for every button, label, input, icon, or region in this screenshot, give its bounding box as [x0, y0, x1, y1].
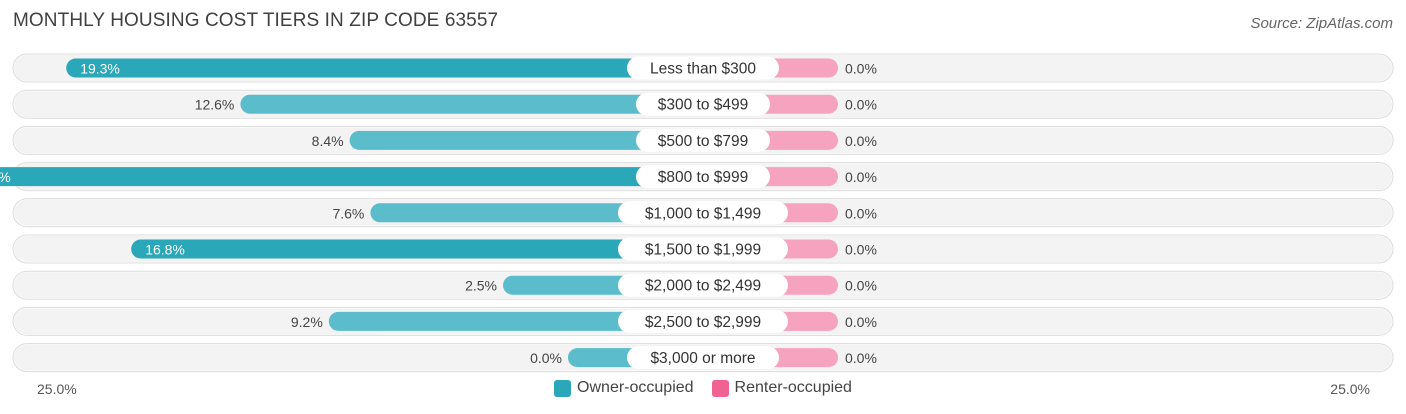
renter-value-label: 0.0%: [845, 97, 877, 113]
chart-row: 2.5% 0.0% $2,000 to $2,499: [12, 270, 1394, 300]
axis-right-label: 25.0%: [1330, 381, 1370, 397]
category-label: $300 to $499: [658, 97, 749, 114]
renter-value-label: 0.0%: [845, 169, 877, 185]
renter-value-label: 0.0%: [845, 133, 877, 149]
owner-value-label: 2.5%: [465, 278, 497, 294]
source-label: Source: ZipAtlas.com: [1250, 15, 1393, 32]
category-pill: [636, 165, 770, 189]
renter-value-label: 0.0%: [845, 350, 877, 366]
owner-bar: [240, 94, 703, 114]
chart-row: 16.8% 0.0% $1,500 to $1,999: [12, 234, 1394, 264]
category-label: $500 to $799: [658, 133, 749, 150]
category-pill: [618, 273, 788, 297]
category-label: $1,000 to $1,499: [645, 205, 761, 222]
category-pill: [618, 201, 788, 225]
owner-value-label: 12.6%: [195, 97, 235, 113]
owner-value-label: 19.3%: [80, 61, 120, 77]
category-pill: [636, 128, 770, 152]
owner-value-label: 23.5%: [0, 169, 11, 185]
owner-bar: [328, 311, 703, 331]
chart-row: 12.6% 0.0% $300 to $499: [12, 89, 1394, 119]
category-label: Less than $300: [650, 61, 756, 78]
chart-title: MONTHLY HOUSING COST TIERS IN ZIP CODE 6…: [13, 10, 499, 31]
category-pill: [636, 92, 770, 116]
chart-row: 19.3% 0.0% Less than $300: [12, 53, 1394, 83]
chart-row: 8.4% 0.0% $500 to $799: [12, 125, 1394, 155]
category-label: $1,500 to $1,999: [645, 242, 761, 259]
owner-bar: [0, 167, 703, 187]
category-label: $2,000 to $2,499: [645, 278, 761, 295]
renter-value-label: 0.0%: [845, 205, 877, 221]
chart-row: 0.0% 0.0% $3,000 or more: [12, 343, 1394, 373]
legend: Owner-occupied Renter-occupied: [0, 379, 1406, 397]
legend-item-owner: Owner-occupied: [554, 379, 694, 397]
renter-value-label: 0.0%: [845, 242, 877, 258]
renter-value-label: 0.0%: [845, 278, 877, 294]
category-pill: [618, 237, 788, 261]
category-pill: [627, 56, 779, 80]
legend-owner-label: Owner-occupied: [577, 379, 694, 396]
renter-value-label: 0.0%: [845, 61, 877, 77]
owner-value-label: 0.0%: [530, 350, 562, 366]
owner-bar: [131, 239, 703, 259]
category-pill: [627, 346, 779, 370]
chart-row: 9.2% 0.0% $2,500 to $2,999: [12, 306, 1394, 336]
owner-value-label: 7.6%: [332, 205, 364, 221]
owner-value-label: 9.2%: [291, 314, 323, 330]
renter-swatch: [711, 379, 729, 397]
chart-row: 7.6% 0.0% $1,000 to $1,499: [12, 198, 1394, 228]
legend-item-renter: Renter-occupied: [711, 379, 852, 397]
owner-bar: [349, 130, 703, 150]
axis-left-label: 25.0%: [37, 381, 77, 397]
owner-swatch: [554, 379, 572, 397]
category-label: $3,000 or more: [650, 350, 755, 367]
renter-value-label: 0.0%: [845, 314, 877, 330]
category-label: $800 to $999: [658, 169, 749, 186]
owner-value-label: 16.8%: [145, 242, 185, 258]
category-pill: [618, 309, 788, 333]
chart-row: 23.5% 0.0% $800 to $999: [0, 162, 1394, 192]
owner-bar: [66, 58, 703, 78]
owner-value-label: 8.4%: [312, 133, 344, 149]
legend-renter-label: Renter-occupied: [734, 379, 852, 396]
category-label: $2,500 to $2,999: [645, 314, 761, 331]
